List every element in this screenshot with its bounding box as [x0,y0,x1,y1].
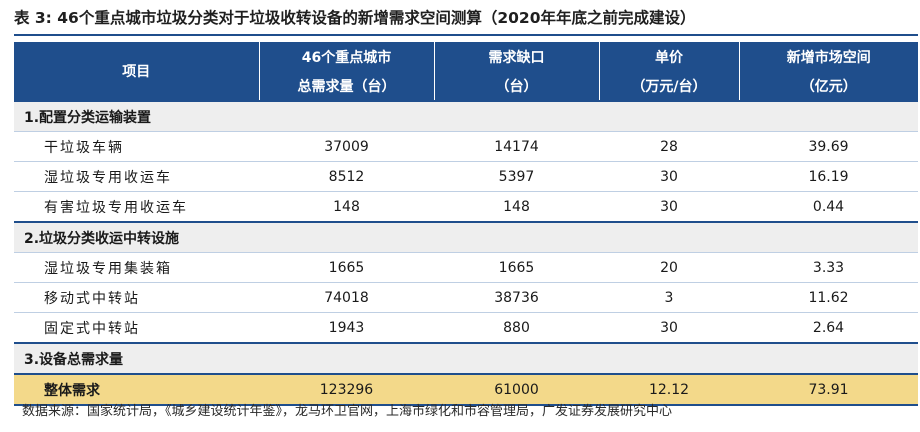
cell-price: 28 [599,131,739,162]
cell-total: 8512 [259,161,434,192]
section-totals: 3.设备总需求量 整体需求 123296 61000 12.12 73.91 [14,342,918,406]
row-label: 固定式中转站 [14,312,259,343]
cell-gap: 880 [434,312,599,343]
table-row: 湿垃圾专用集装箱 1665 1665 20 3.33 [14,252,918,283]
section-transport: 1.配置分类运输装置 干垃圾车辆 37009 14174 28 39.69 湿垃… [14,100,918,222]
cell-space: 2.64 [739,312,918,343]
column-header-item: 项目 [14,42,260,101]
cell-total: 1665 [259,252,434,283]
cell-price: 3 [599,282,739,313]
total-row: 整体需求 123296 61000 12.12 73.91 [14,373,918,406]
title-divider [14,34,918,36]
demand-table: 项目 46个重点城市 需求缺口 单价 新增市场空间 总需求量（台） （台） （万… [14,42,918,406]
column-header-space-line2: （亿元） [739,71,918,101]
column-header-space-line1: 新增市场空间 [739,42,918,71]
row-label: 湿垃圾专用集装箱 [14,252,259,283]
row-label: 湿垃圾专用收运车 [14,161,259,192]
table-title: 表 3: 46个重点城市垃圾分类对于垃圾收转设备的新增需求空间测算（2020年年… [14,9,696,27]
column-header-price-line1: 单价 [599,42,740,71]
cell-price: 30 [599,191,739,222]
column-header-price-line2: （万元/台） [599,71,740,101]
cell-price: 30 [599,161,739,192]
cell-space: 16.19 [739,161,918,192]
cell-gap: 14174 [434,131,599,162]
cell-total: 1943 [259,312,434,343]
table-row: 固定式中转站 1943 880 30 2.64 [14,312,918,343]
section-title: 3.设备总需求量 [14,342,918,374]
cell-price: 20 [599,252,739,283]
section-title: 2.垃圾分类收运中转设施 [14,221,918,253]
cell-price: 12.12 [599,373,739,406]
cell-space: 73.91 [739,373,918,406]
cell-total: 123296 [259,373,434,406]
section-row: 3.设备总需求量 [14,342,918,374]
cell-gap: 148 [434,191,599,222]
row-label: 移动式中转站 [14,282,259,313]
section-row: 2.垃圾分类收运中转设施 [14,221,918,253]
row-label: 整体需求 [14,373,259,406]
section-title: 1.配置分类运输装置 [14,100,918,132]
cell-space: 0.44 [739,191,918,222]
cell-total: 37009 [259,131,434,162]
cell-price: 30 [599,312,739,343]
cell-gap: 5397 [434,161,599,192]
cell-total: 74018 [259,282,434,313]
table-row: 干垃圾车辆 37009 14174 28 39.69 [14,131,918,162]
table-row: 湿垃圾专用收运车 8512 5397 30 16.19 [14,161,918,192]
cell-space: 3.33 [739,252,918,283]
cell-gap: 1665 [434,252,599,283]
row-label: 干垃圾车辆 [14,131,259,162]
column-header-gap-line2: （台） [434,71,600,101]
cell-total: 148 [259,191,434,222]
cell-gap: 38736 [434,282,599,313]
column-header-gap-line1: 需求缺口 [434,42,600,71]
table-row: 有害垃圾专用收运车 148 148 30 0.44 [14,191,918,222]
table-row: 移动式中转站 74018 38736 3 11.62 [14,282,918,313]
cell-space: 39.69 [739,131,918,162]
row-label: 有害垃圾专用收运车 [14,191,259,222]
section-transfer: 2.垃圾分类收运中转设施 湿垃圾专用集装箱 1665 1665 20 3.33 … [14,221,918,343]
data-source-note: 数据来源：国家统计局，《城乡建设统计年鉴》，龙马环卫官网，上海市绿化和市容管理局… [22,404,673,419]
cell-space: 11.62 [739,282,918,313]
column-header-total-line1: 46个重点城市 [259,42,435,71]
section-row: 1.配置分类运输装置 [14,100,918,132]
column-header-total-line2: 总需求量（台） [259,71,435,101]
cell-gap: 61000 [434,373,599,406]
